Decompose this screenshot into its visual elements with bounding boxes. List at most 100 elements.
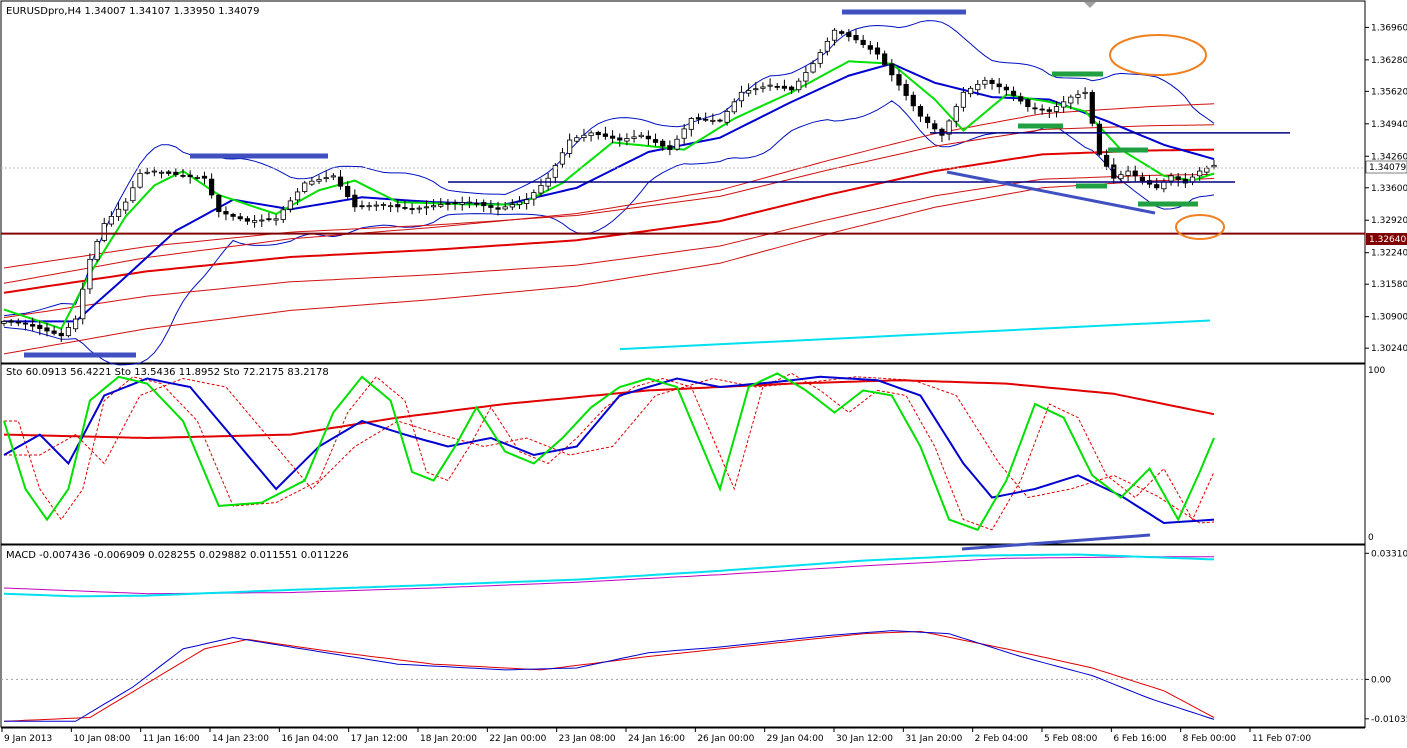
candle-body [266,218,272,221]
candle-body [652,139,659,143]
candle-body [409,208,415,210]
time-tick-label: 5 Feb 08:00 [1044,734,1098,744]
candle-body [631,136,637,139]
time-tick-label: 24 Jan 16:00 [628,734,685,744]
candle-body [1111,164,1117,179]
price-bands-layer [3,20,1215,366]
candle-body [617,137,623,141]
candle-body [1139,176,1146,182]
candle-body [882,53,888,65]
candle-body [903,84,909,96]
candle-body [316,179,322,182]
candle-body [251,220,258,223]
candle-body [30,324,36,327]
current-price-label: 1.34079 [1369,163,1406,173]
time-tick-label: 31 Jan 20:00 [905,734,962,744]
time-tick-label: 14 Jan 23:00 [212,734,269,744]
candle-body [710,119,716,122]
annotations-layer [1,9,1365,358]
stochastic-slow-line [3,375,1215,525]
price-tick-label: 1.30900 [1371,313,1407,323]
macd-axis: 0.033105 0.00 -0.01035 [1365,549,1407,725]
candle-body [516,201,523,205]
time-tick-label: 23 Jan 08:00 [559,734,616,744]
candle-body [717,119,723,122]
candle-body [810,63,816,73]
candle-body [796,80,802,91]
candle-body [1039,108,1045,111]
candle-body [273,218,279,221]
candle-body [366,205,372,208]
candle-body [803,72,809,82]
candle-body [72,318,79,330]
price-tick-label: 1.30240 [1371,344,1407,354]
candle-body [1010,90,1017,96]
candle-body [151,170,157,173]
time-tick-label: 16 Jan 04:00 [281,734,338,744]
candle-body [1197,170,1203,177]
candle-body [201,175,208,179]
candle-body [123,201,129,211]
candle-body [559,152,566,165]
candle-body [1046,109,1052,112]
candle-body [416,207,422,210]
candle-body [173,171,179,176]
time-axis: 9 Jan 2013 10 Jan 08:00 11 Jan 16:00 14 Jan… [1,728,1311,744]
time-tick-label: 30 Jan 12:00 [836,734,893,744]
cyan-trend-line [619,319,1211,351]
candle-body [1118,174,1124,180]
candle-body [216,194,222,213]
candles-layer [1,27,1217,343]
price-lines-layer [3,60,1215,351]
candle-body [896,74,902,86]
candle-body [287,200,293,210]
candle-body [309,180,315,185]
stochastic-panel-title: Sto 60.0913 56.4221 Sto 13.5436 11.8952 … [6,367,329,378]
candle-body [466,201,472,204]
time-tick-label: 17 Jan 12:00 [351,734,408,744]
macd-signal-line [3,630,1215,722]
candle-body [194,177,200,179]
candle-body [917,105,924,117]
candle-body [51,330,57,334]
time-tick-label: 29 Jan 04:00 [767,734,824,744]
envelope-lower-line [3,173,1215,319]
time-tick-label: 11 Feb 07:00 [1252,734,1311,744]
candle-body [15,321,21,324]
price-panel-title: EURUSDpro,H4 1.34007 1.34107 1.33950 1.3… [6,6,260,17]
chart-shift-marker[interactable] [1084,2,1096,8]
candle-body [910,94,916,107]
price-tick-label: 1.34940 [1371,120,1407,130]
candle-body [953,106,959,122]
candle-body [1032,107,1038,110]
candle-body [302,182,308,192]
divergence-price-line [946,170,1156,215]
candle-body [65,326,72,337]
candle-body [538,184,544,194]
slow-moving-average-line [3,148,1215,294]
candle-body [37,324,43,329]
candle-body [1082,91,1088,94]
candle-body [982,79,988,85]
candle-body [359,205,365,208]
candle-body [166,171,172,174]
time-tick-label: 26 Jan 00:00 [697,734,754,744]
candle-body [237,216,243,220]
candle-body [1189,176,1196,183]
envelope-outer-lower-line [3,177,1215,355]
candle-body [667,145,673,150]
stochastic-fast-signal-line [4,372,1215,531]
candle-body [925,116,931,123]
price-axis: 1.36960 1.36280 1.35620 1.34940 1.34260 1.336… [1365,23,1407,354]
candle-body [158,171,165,174]
macd-lines-layer [1,553,1365,722]
candle-body [115,208,122,218]
candle-body [1175,176,1181,180]
time-tick-label: 22 Jan 00:00 [489,734,546,744]
candle-body [108,216,114,225]
price-tick-label: 1.31580 [1371,280,1407,290]
envelope-upper-line [3,124,1215,269]
candle-body [430,205,437,208]
candle-body [395,204,401,208]
candle-body [130,187,136,202]
